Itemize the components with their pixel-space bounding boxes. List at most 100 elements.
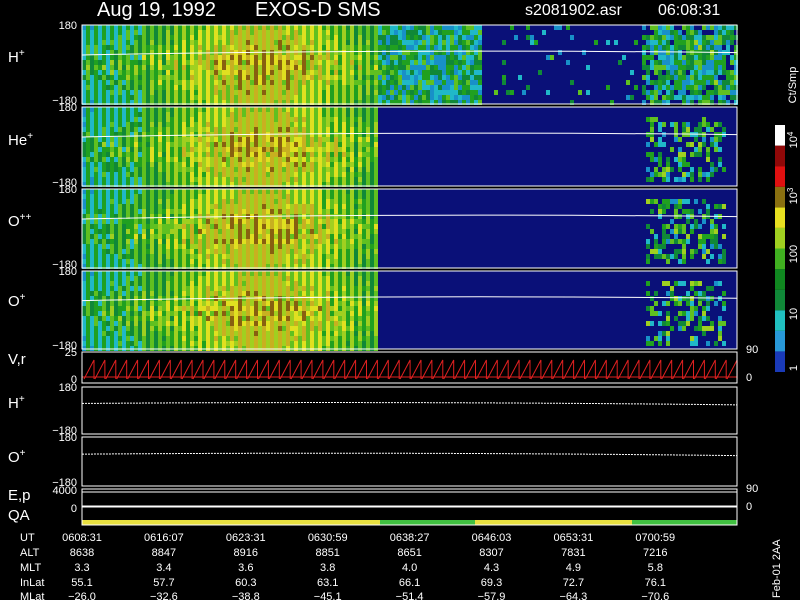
spectrogram-cell [106,326,110,331]
spectrogram-cell [286,194,290,199]
spectrogram-cell [222,80,226,85]
spectrogram-cell [222,189,226,194]
spectrogram-cell [162,90,166,95]
spectrogram-cell [146,291,150,296]
spectrogram-cell [358,209,362,214]
spectrogram-cell [258,264,262,269]
spectrogram-cell [102,80,106,85]
spectrogram-cell [134,40,138,45]
spectrogram-cell [274,100,278,105]
spectrogram-cell [138,336,142,341]
spectrogram-cell [722,60,726,65]
spectrogram-cell [102,316,106,321]
spectrogram-cell [346,90,350,95]
spectrogram-cell [210,234,214,239]
spectrogram-cell [94,25,98,30]
spectrogram-cell [346,259,350,264]
spectrogram-cell [130,157,134,162]
spectrogram-cell [174,127,178,132]
spectrogram-cell [134,85,138,90]
spectrogram-cell [354,142,358,147]
spectrogram-cell [710,60,714,65]
spectrogram-cell [698,55,702,60]
spectrogram-cell [142,65,146,70]
spectrogram-cell [266,137,270,142]
spectrogram-cell [674,85,678,90]
spectrogram-cell [126,276,130,281]
spectrogram-cell [294,107,298,112]
spectrogram-cell [354,254,358,259]
spectrogram-cell [150,85,154,90]
spectrogram-cell [662,209,666,214]
spectrogram-cell [130,25,134,30]
spectrogram-cell [174,95,178,100]
spectrogram-cell [150,100,154,105]
spectrogram-cell [158,244,162,249]
spectrogram-cell [110,341,114,346]
spectrogram-cell [274,259,278,264]
spectrogram-cell [134,50,138,55]
spectrogram-cell [238,264,242,269]
spectrogram-cell [342,147,346,152]
spectrogram-cell [250,95,254,100]
spectrogram-cell [370,25,374,30]
spectrogram-cell [578,90,582,95]
spectrogram-cell [154,209,158,214]
spectrogram-cell [206,152,210,157]
spectrogram-cell [186,152,190,157]
spectrogram-cell [150,316,154,321]
spectrogram-cell [214,259,218,264]
spectrogram-cell [134,341,138,346]
spectrogram-cell [278,112,282,117]
spectrogram-cell [254,167,258,172]
spectrogram-cell [166,249,170,254]
spectrogram-cell [194,162,198,167]
spectrogram-cell [218,239,222,244]
spectrogram-cell [310,214,314,219]
spectrogram-cell [366,30,370,35]
spectrogram-cell [350,85,354,90]
spectrogram-cell [366,209,370,214]
spectrogram-cell [82,137,86,142]
spectrogram-cell [302,85,306,90]
spectrogram-cell [102,100,106,105]
spectrogram-cell [254,234,258,239]
spectrogram-cell [666,234,670,239]
spectrogram-cell [346,177,350,182]
spectrogram-cell [346,40,350,45]
spectrogram-cell [730,95,734,100]
spectrogram-cell [146,70,150,75]
spectrogram-cell [234,244,238,249]
spectrogram-cell [162,276,166,281]
spectrogram-cell [90,75,94,80]
spectrogram-cell [678,204,682,209]
spectrogram-cell [322,100,326,105]
spectrogram-cell [374,65,378,70]
spectrogram-cell [178,75,182,80]
spectrogram-cell [662,177,666,182]
spectrogram-cell [266,45,270,50]
spectrogram-cell [198,90,202,95]
spectrogram-cell [438,35,442,40]
spectrogram-cell [418,45,422,50]
spectrogram-cell [146,90,150,95]
spectrogram-cell [350,189,354,194]
spectrogram-cell [106,147,110,152]
spectrogram-cell [270,80,274,85]
spectrogram-cell [690,85,694,90]
spectrogram-cell [90,316,94,321]
spectrogram-cell [194,209,198,214]
spectrogram-cell [290,204,294,209]
spectrogram-cell [110,249,114,254]
spectrogram-cell [698,45,702,50]
spectrogram-cell [254,107,258,112]
spectrogram-cell [274,172,278,177]
spectrogram-cell [650,157,654,162]
spectrogram-cell [186,100,190,105]
panel [81,106,738,187]
spectrogram-cell [258,239,262,244]
spectrogram-cell [662,142,666,147]
spectrogram-cell [154,90,158,95]
spectrogram-cell [390,35,394,40]
spectrogram-cell [166,239,170,244]
